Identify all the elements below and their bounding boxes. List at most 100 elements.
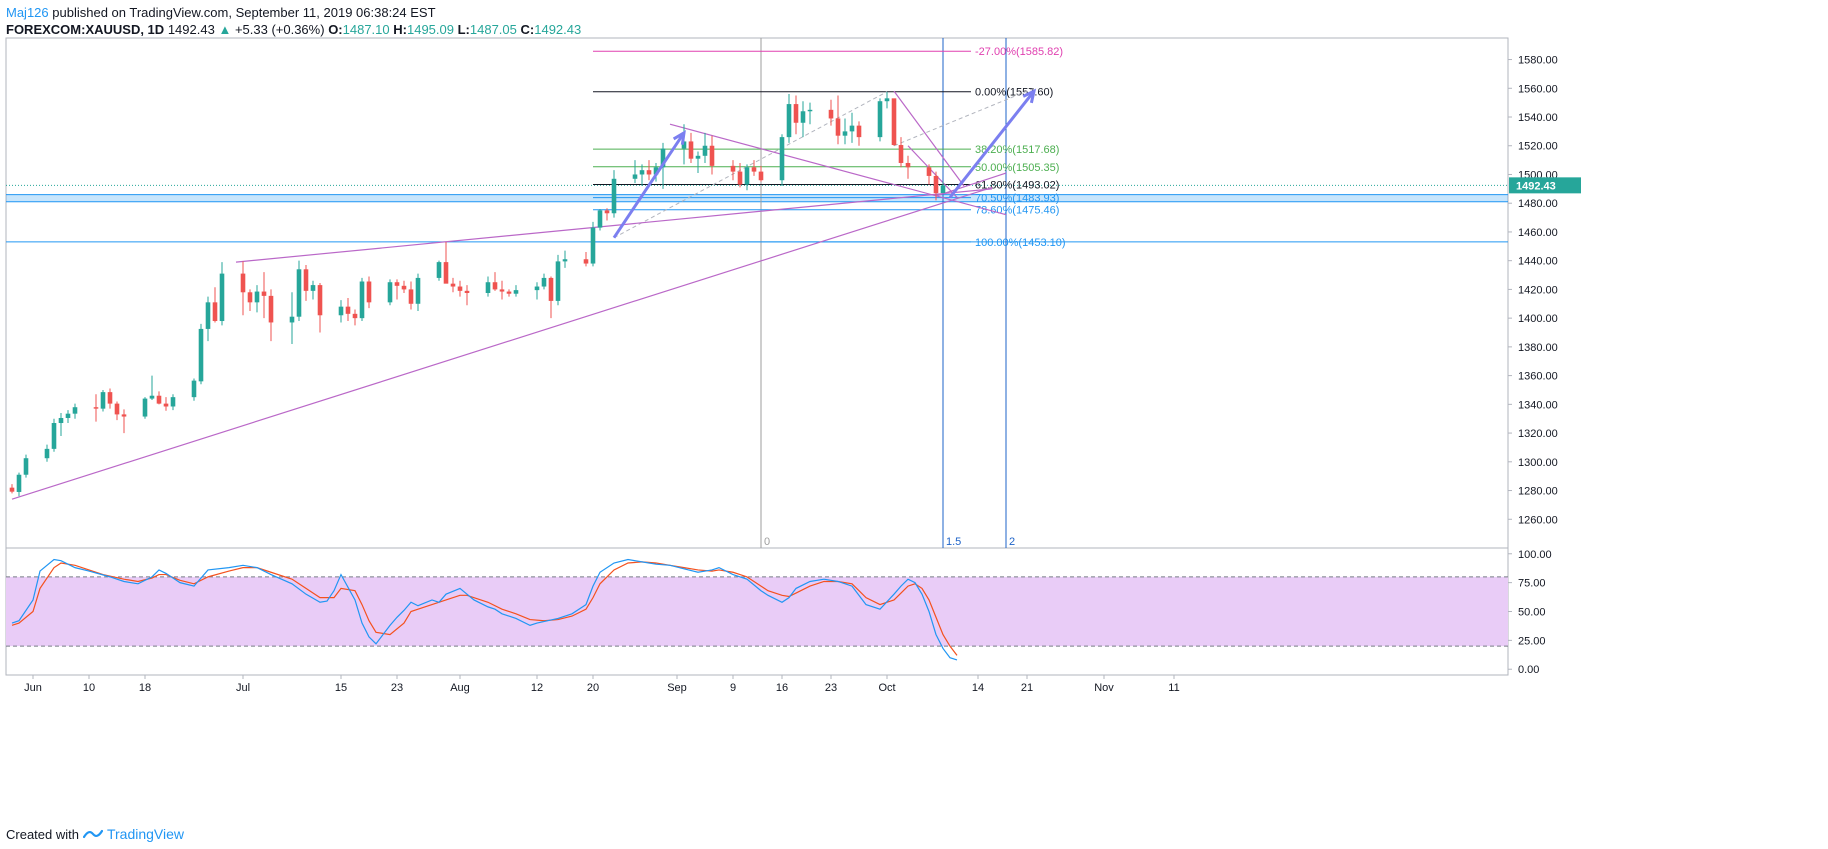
time-axis-label: 23	[825, 682, 837, 694]
time-axis-label: 9	[730, 682, 736, 694]
time-axis-label: 23	[391, 682, 403, 694]
author-link[interactable]: Maj126	[6, 5, 49, 20]
candle-body	[856, 125, 862, 138]
candle-body	[415, 277, 421, 304]
candle-body	[639, 170, 645, 175]
candle-body	[205, 302, 211, 329]
time-axis-label: 20	[587, 682, 599, 694]
tradingview-logo-icon	[82, 829, 103, 839]
candle-body	[100, 392, 106, 409]
candle-body	[142, 398, 148, 417]
time-axis-label: 16	[776, 682, 788, 694]
candle-body	[555, 261, 561, 301]
candle-body	[842, 131, 848, 136]
footer: Created with TradingView	[6, 826, 184, 842]
candle-body	[926, 167, 932, 176]
fib-time-label: 2	[1009, 536, 1015, 548]
candle-body	[898, 145, 904, 163]
fib-connector-line	[613, 91, 888, 239]
candle-body	[121, 414, 127, 417]
projection-arrow	[948, 90, 1036, 199]
close-value: 1492.43	[534, 22, 582, 37]
candle-body	[583, 259, 589, 264]
candle-body	[548, 277, 554, 301]
candle-body	[359, 281, 365, 319]
candle-body	[597, 210, 603, 228]
projection-arrow-head	[672, 129, 686, 145]
fib-level-label: 70.50%(1483.93)	[975, 193, 1059, 205]
price-axis-label: 1300.00	[1518, 457, 1558, 469]
price-axis-label: 1420.00	[1518, 284, 1558, 296]
price-axis-label: 1540.00	[1518, 112, 1558, 124]
low-label: L:	[457, 22, 470, 37]
projection-arrow-head	[1022, 88, 1037, 104]
fib-level-label: 78.60%(1475.46)	[975, 205, 1059, 217]
candle-body	[562, 259, 568, 262]
time-axis-label: 21	[1021, 682, 1033, 694]
candle-body	[16, 474, 22, 492]
candle-body	[779, 137, 785, 181]
candle-body	[289, 316, 295, 323]
candle-body	[268, 295, 274, 323]
candle-body	[688, 141, 694, 159]
price-axis-label: 1520.00	[1518, 141, 1558, 153]
stoch-axis-label: 50.00	[1518, 607, 1546, 619]
publish-info: published on TradingView.com, September …	[52, 5, 436, 20]
time-axis-label: 12	[531, 682, 543, 694]
candle-body	[793, 104, 799, 123]
candle-body	[513, 290, 519, 294]
candle-body	[807, 109, 813, 112]
trendline	[907, 145, 958, 198]
candle-body	[590, 227, 596, 264]
candle-body	[940, 185, 946, 194]
candle-body	[198, 328, 204, 382]
candle-body	[695, 155, 701, 159]
time-axis-label: Nov	[1094, 682, 1114, 694]
time-axis-label: 11	[1168, 682, 1179, 694]
candle-body	[653, 167, 659, 175]
candle-body	[170, 397, 176, 407]
stoch-axis-label: 25.00	[1518, 635, 1546, 647]
symbol-name[interactable]: FOREXCOM:XAUUSD, 1D	[6, 22, 165, 37]
fib-level-label: 100.00%(1453.10)	[975, 237, 1066, 249]
candle-body	[247, 292, 253, 303]
tradingview-brand[interactable]: TradingView	[106, 826, 185, 842]
candle-body	[387, 282, 393, 303]
time-axis-label: Aug	[450, 682, 470, 694]
price-axis-label: 1460.00	[1518, 227, 1558, 239]
candle-body	[611, 178, 617, 214]
candle-body	[296, 269, 302, 317]
candle-body	[933, 175, 939, 194]
price-axis-label: 1260.00	[1518, 514, 1558, 526]
candle-body	[541, 277, 547, 287]
candle-body	[394, 282, 400, 286]
candle-body	[317, 285, 323, 316]
candle-body	[737, 171, 743, 185]
time-axis-label: Jun	[24, 682, 42, 694]
candle-body	[65, 413, 71, 418]
candle-body	[9, 487, 15, 492]
candle-body	[58, 417, 64, 424]
candle-body	[51, 423, 57, 449]
price-axis-label: 1560.00	[1518, 83, 1558, 95]
stoch-axis-label: 100.00	[1518, 549, 1552, 561]
candle-body	[310, 285, 316, 291]
price-axis-label: 1360.00	[1518, 371, 1558, 383]
price-axis-label: 1280.00	[1518, 486, 1558, 498]
candle-body	[891, 98, 897, 146]
candle-body	[632, 174, 638, 179]
candle-body	[744, 167, 750, 185]
fib-level-label: 61.80%(1493.02)	[975, 180, 1059, 192]
candle-body	[212, 302, 218, 322]
candle-body	[786, 104, 792, 138]
candle-body	[464, 290, 470, 293]
price-axis-label: 1340.00	[1518, 399, 1558, 411]
candle-body	[156, 395, 162, 404]
candle-body	[506, 291, 512, 294]
candle-body	[352, 313, 358, 319]
candle-body	[240, 273, 246, 293]
high-value: 1495.09	[406, 22, 454, 37]
price-axis-label: 1580.00	[1518, 55, 1558, 67]
candle-body	[254, 291, 260, 303]
